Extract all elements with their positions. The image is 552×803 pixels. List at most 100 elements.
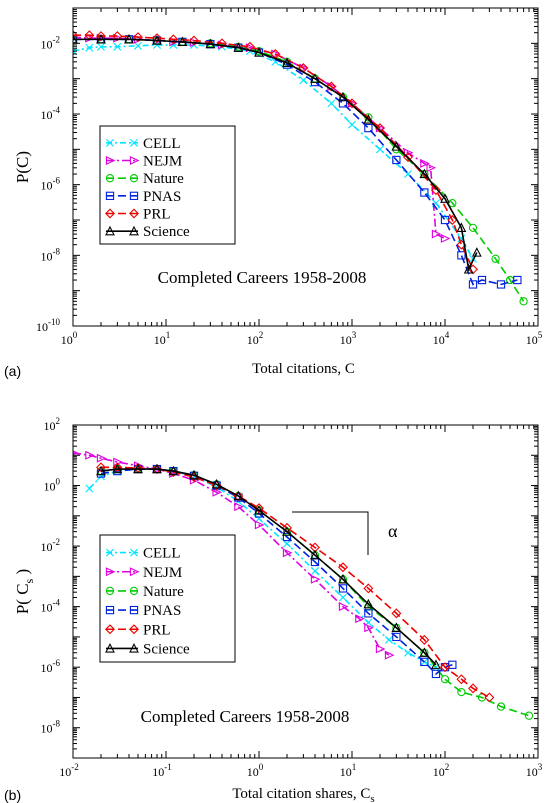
plot-frame <box>72 424 539 759</box>
triangle-marker <box>431 659 441 669</box>
tick-exponent: 2 <box>445 762 450 772</box>
tri-right-marker <box>234 502 244 512</box>
diamond-marker <box>152 33 162 44</box>
x-marker <box>376 145 384 154</box>
tick-base: 10 <box>247 333 259 347</box>
tick-exponent: -10 <box>48 317 60 327</box>
tick-base: 10 <box>41 108 53 122</box>
diamond-marker <box>133 32 143 43</box>
tick-base: 10 <box>433 765 445 779</box>
x-tick-label: 103 <box>340 330 357 347</box>
tick-base: 10 <box>340 765 352 779</box>
circle-marker <box>129 174 139 183</box>
y-axis-label: P( Cs ) <box>13 569 36 614</box>
circle-marker <box>496 702 506 711</box>
triangle-marker <box>463 263 474 274</box>
x-marker-stroke <box>130 138 138 147</box>
x-marker-stroke <box>348 120 356 129</box>
diamond-marker <box>211 480 222 491</box>
tick-exponent: 1 <box>166 330 171 340</box>
x-marker <box>385 635 393 644</box>
x-axis-label-subscript: s <box>370 793 374 803</box>
square-marker <box>392 632 401 642</box>
x-marker <box>130 138 138 147</box>
square-marker <box>477 275 487 285</box>
legend-item-pnas: PNAS <box>105 189 181 205</box>
circle-marker <box>105 174 115 183</box>
legend-item-nature: Nature <box>105 584 184 600</box>
x-marker-stroke <box>85 484 94 493</box>
diamond-marker <box>168 34 179 45</box>
x-marker-stroke <box>130 548 138 557</box>
triangle-marker <box>177 36 188 47</box>
tick-exponent: -2 <box>53 537 61 547</box>
legend-label: Science <box>143 641 190 657</box>
tick-exponent: 2 <box>56 416 61 426</box>
diamond-marker <box>456 674 467 685</box>
legend-box <box>99 534 236 663</box>
tick-base: 10 <box>41 540 53 554</box>
tri-right-marker <box>420 158 430 168</box>
tick-exponent: 5 <box>538 330 543 340</box>
y-tick-label: 10-6 <box>41 176 61 193</box>
series-line-prl <box>73 34 474 270</box>
square-marker <box>338 584 348 593</box>
y-axis-label-text: P(C) <box>13 151 32 183</box>
tri-right-marker <box>96 453 107 463</box>
chart-panel-b: Total citation shares, CsP( Cs )(b)Compl… <box>4 424 539 803</box>
tick-exponent: -4 <box>53 105 61 115</box>
legend-item-science: Science <box>105 641 190 657</box>
tick-base: 10 <box>41 661 53 675</box>
tick-base: 10 <box>41 722 53 736</box>
tri-right-marker <box>212 487 223 497</box>
diamond-marker <box>468 683 478 694</box>
x-tick-label: 100 <box>247 762 264 779</box>
triangle-marker <box>233 42 244 52</box>
triangle-marker <box>419 647 430 657</box>
triangle-marker <box>73 33 78 44</box>
x-marker-stroke <box>327 99 336 108</box>
series-science <box>73 33 482 274</box>
diamond-marker <box>431 185 441 196</box>
tick-exponent: 3 <box>538 762 543 772</box>
triangle-marker <box>105 643 115 653</box>
diamond-marker <box>375 123 385 134</box>
tick-exponent: 1 <box>352 762 357 772</box>
x-marker <box>152 40 161 49</box>
series-line-prl <box>101 466 490 699</box>
x-marker-stroke <box>311 567 319 576</box>
tick-base: 10 <box>247 765 259 779</box>
y-axis-label-suffix: ) <box>13 569 32 579</box>
triangle-marker <box>205 38 216 49</box>
legend-box <box>99 125 236 245</box>
plot-frame <box>72 7 539 327</box>
diamond-marker <box>217 38 227 49</box>
slope-label-alpha: α <box>388 521 398 541</box>
square-marker <box>364 123 373 133</box>
legend-item-nejm: NEJM <box>105 565 182 581</box>
x-marker-stroke <box>376 145 384 154</box>
tick-base: 10 <box>44 480 56 494</box>
tick-exponent: 3 <box>352 330 357 340</box>
legend-label: PRL <box>143 622 171 638</box>
tick-exponent: 4 <box>445 330 450 340</box>
x-marker <box>134 41 142 50</box>
tri-right-marker <box>384 650 395 660</box>
tick-exponent: -8 <box>53 719 61 729</box>
x-axis-label: Total citation shares, Cs <box>232 786 374 803</box>
square-marker <box>513 275 522 285</box>
series-line-science <box>100 468 437 666</box>
legend-label: CELL <box>143 546 181 562</box>
triangle-marker <box>211 478 222 489</box>
triangle-marker <box>282 526 292 536</box>
tri-right-marker <box>426 163 437 173</box>
triangle-marker <box>152 463 162 474</box>
series-prl <box>96 462 495 703</box>
tick-base: 10 <box>340 333 352 347</box>
x-tick-label: 100 <box>61 330 78 347</box>
tick-exponent: 2 <box>259 330 264 340</box>
circle-marker <box>364 113 373 122</box>
square-marker <box>431 669 441 679</box>
square-marker <box>420 188 429 197</box>
x-tick-label: 10-1 <box>152 762 172 779</box>
